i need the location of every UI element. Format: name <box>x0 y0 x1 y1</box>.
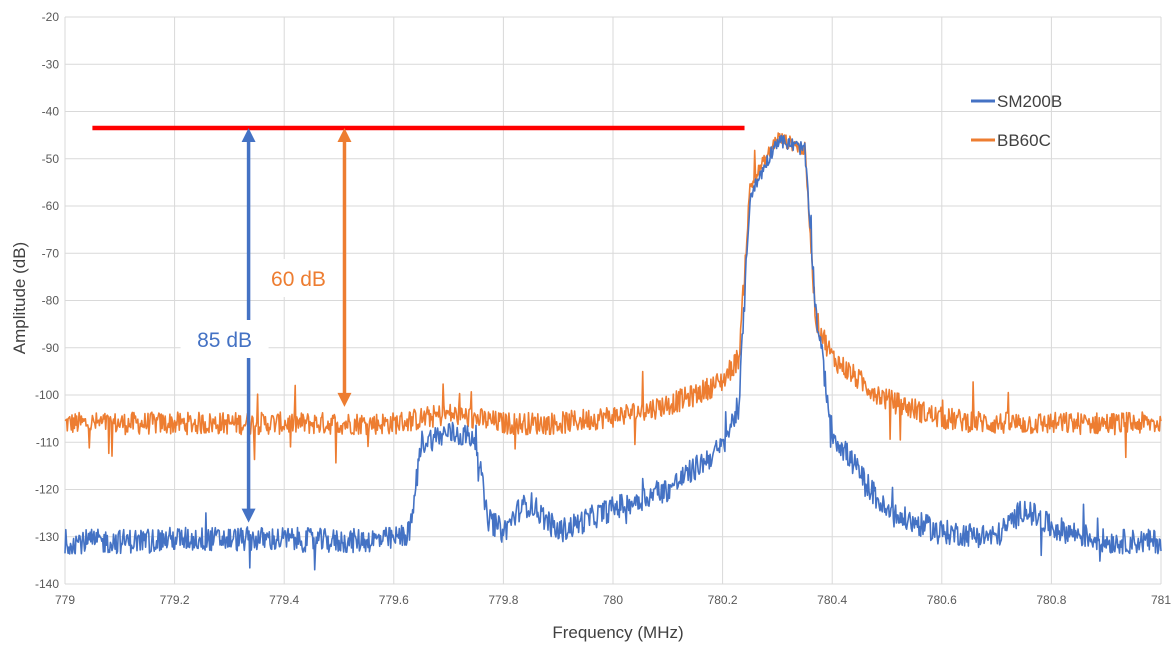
y-tick-label: -110 <box>36 435 59 449</box>
legend: SM200B BB60C <box>971 92 1062 150</box>
legend-label-sm200b: SM200B <box>997 92 1062 111</box>
x-tick-label: 781 <box>1151 593 1171 607</box>
legend-label-bb60c: BB60C <box>997 131 1051 150</box>
x-tick-label: 780.6 <box>927 593 957 607</box>
y-tick-label: -130 <box>35 530 59 544</box>
x-tick-label: 780.2 <box>708 593 738 607</box>
y-tick-label: -30 <box>42 57 60 71</box>
y-tick-label: -90 <box>42 341 60 355</box>
y-tick-label: -70 <box>42 246 60 260</box>
annotation-label-bg <box>180 320 269 358</box>
y-tick-label: -100 <box>35 388 59 402</box>
x-tick-label: 779.8 <box>488 593 518 607</box>
series-line-sm200b <box>64 134 1162 571</box>
y-tick-label: -50 <box>42 152 60 166</box>
y-tick-label: -80 <box>42 294 60 308</box>
tick-labels: 779 779.2 779.4 779.6 779.8 780 780.2 780.4 780.… <box>35 10 1171 607</box>
annotation-label-bg <box>254 259 343 297</box>
annotation-layer: 85 dB 60 dB <box>92 125 745 523</box>
arrow-head-up <box>337 128 352 143</box>
y-axis-title: Amplitude (dB) <box>10 242 29 354</box>
x-tick-label: 779 <box>55 593 75 607</box>
annotation-label: 85 dB <box>197 329 252 352</box>
arrow-head-down <box>337 392 352 407</box>
y-tick-label: -40 <box>42 105 60 119</box>
annotation-label: 60 dB <box>271 268 326 291</box>
y-tick-label: -60 <box>42 199 60 213</box>
x-tick-label: 780.4 <box>817 593 847 607</box>
arrow-head-up <box>241 128 256 143</box>
y-tick-label: -120 <box>35 483 59 497</box>
arrow-head-down <box>241 508 256 523</box>
y-tick-label: -20 <box>42 10 60 24</box>
x-tick-label: 780.8 <box>1036 593 1066 607</box>
x-tick-label: 779.4 <box>269 593 299 607</box>
x-tick-label: 780 <box>603 593 623 607</box>
y-tick-label: -140 <box>35 577 59 591</box>
x-tick-label: 779.2 <box>160 593 190 607</box>
arrow-60-db: 60 dB <box>254 128 352 407</box>
x-axis-title: Frequency (MHz) <box>552 623 683 642</box>
arrow-85-db: 85 dB <box>180 128 269 523</box>
x-tick-label: 779.6 <box>379 593 409 607</box>
